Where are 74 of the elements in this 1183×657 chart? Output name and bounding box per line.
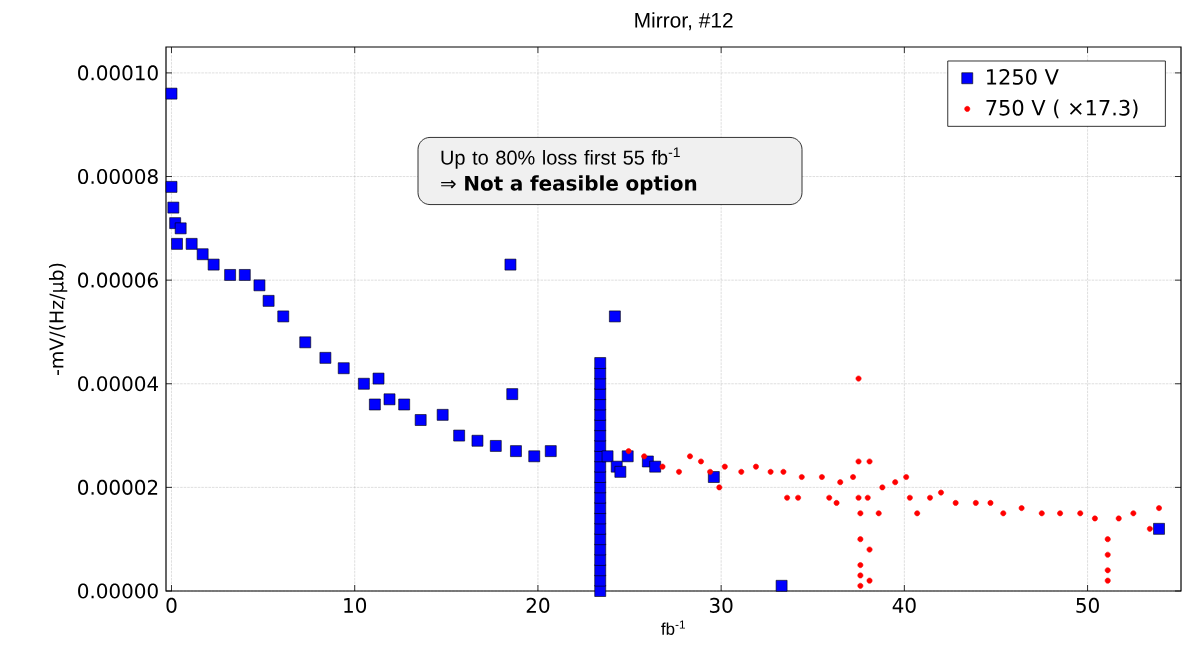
point xyxy=(1104,567,1111,574)
point xyxy=(676,468,682,475)
x-tick-label: 20 xyxy=(526,597,550,613)
point xyxy=(857,582,864,589)
point xyxy=(780,468,787,475)
point xyxy=(1146,525,1153,532)
point xyxy=(1104,536,1111,543)
point xyxy=(1018,505,1025,511)
point xyxy=(1077,510,1084,517)
point xyxy=(1130,510,1137,517)
point xyxy=(864,494,871,501)
point xyxy=(879,484,886,491)
point xyxy=(1104,577,1111,584)
point xyxy=(857,536,864,543)
point xyxy=(857,510,864,517)
point xyxy=(906,494,913,501)
point xyxy=(716,484,723,491)
point xyxy=(938,489,944,496)
x-tick-label: 30 xyxy=(709,597,733,613)
point xyxy=(875,510,882,517)
x-tick-label: 50 xyxy=(1076,597,1099,613)
y-tick-label: 0.00004 xyxy=(78,376,159,392)
legend-label: 1250 V xyxy=(987,68,1059,85)
point xyxy=(795,494,801,501)
point xyxy=(1156,505,1162,511)
point xyxy=(857,572,864,579)
point xyxy=(850,474,856,480)
point xyxy=(798,474,805,480)
y-tick-label: 0.00010 xyxy=(78,65,158,81)
annotation: Up to 80% loss first 55 fb$^{-1}$ xyxy=(441,147,680,169)
y-tick-label: 0.00002 xyxy=(78,479,158,495)
point xyxy=(721,463,728,470)
point xyxy=(1092,515,1098,522)
x-tick-label: 0 xyxy=(166,597,177,613)
point xyxy=(687,453,693,460)
point xyxy=(987,500,994,506)
x-tick-label: 40 xyxy=(892,597,916,613)
point xyxy=(826,494,833,501)
annotation: ⇒ Not a feasible option xyxy=(441,175,697,195)
point xyxy=(927,494,933,501)
x-tick-label: 10 xyxy=(344,597,367,613)
y-tick-label: 0.00008 xyxy=(78,168,158,185)
legend-label: 750 V ( ×17.3) xyxy=(986,99,1138,119)
point xyxy=(903,474,910,480)
point xyxy=(866,546,873,553)
point xyxy=(1104,551,1111,558)
point xyxy=(819,474,825,480)
point xyxy=(1057,510,1063,517)
point xyxy=(972,500,979,506)
point xyxy=(914,510,921,517)
point xyxy=(753,463,759,470)
point xyxy=(855,458,862,465)
point xyxy=(855,494,862,501)
point xyxy=(855,375,862,382)
point xyxy=(738,468,745,475)
point xyxy=(698,458,704,465)
point xyxy=(857,562,864,568)
point xyxy=(1038,510,1045,517)
point xyxy=(866,577,873,584)
point xyxy=(767,468,774,475)
point xyxy=(866,458,873,465)
x-axis-title: fb$^{-1}$ xyxy=(661,620,686,635)
point xyxy=(659,463,666,470)
y-axis-title: -mV/(Hz/μb) xyxy=(48,263,68,376)
point xyxy=(833,500,840,506)
point xyxy=(784,494,790,501)
chart-title: Mirror, #12 xyxy=(635,12,733,31)
point xyxy=(892,479,899,486)
y-tick-label: 0.00006 xyxy=(78,272,158,288)
y-tick-label: 0.00000 xyxy=(78,583,158,599)
point xyxy=(952,500,959,506)
point xyxy=(1115,515,1122,522)
point xyxy=(1000,510,1007,517)
point xyxy=(837,479,844,486)
